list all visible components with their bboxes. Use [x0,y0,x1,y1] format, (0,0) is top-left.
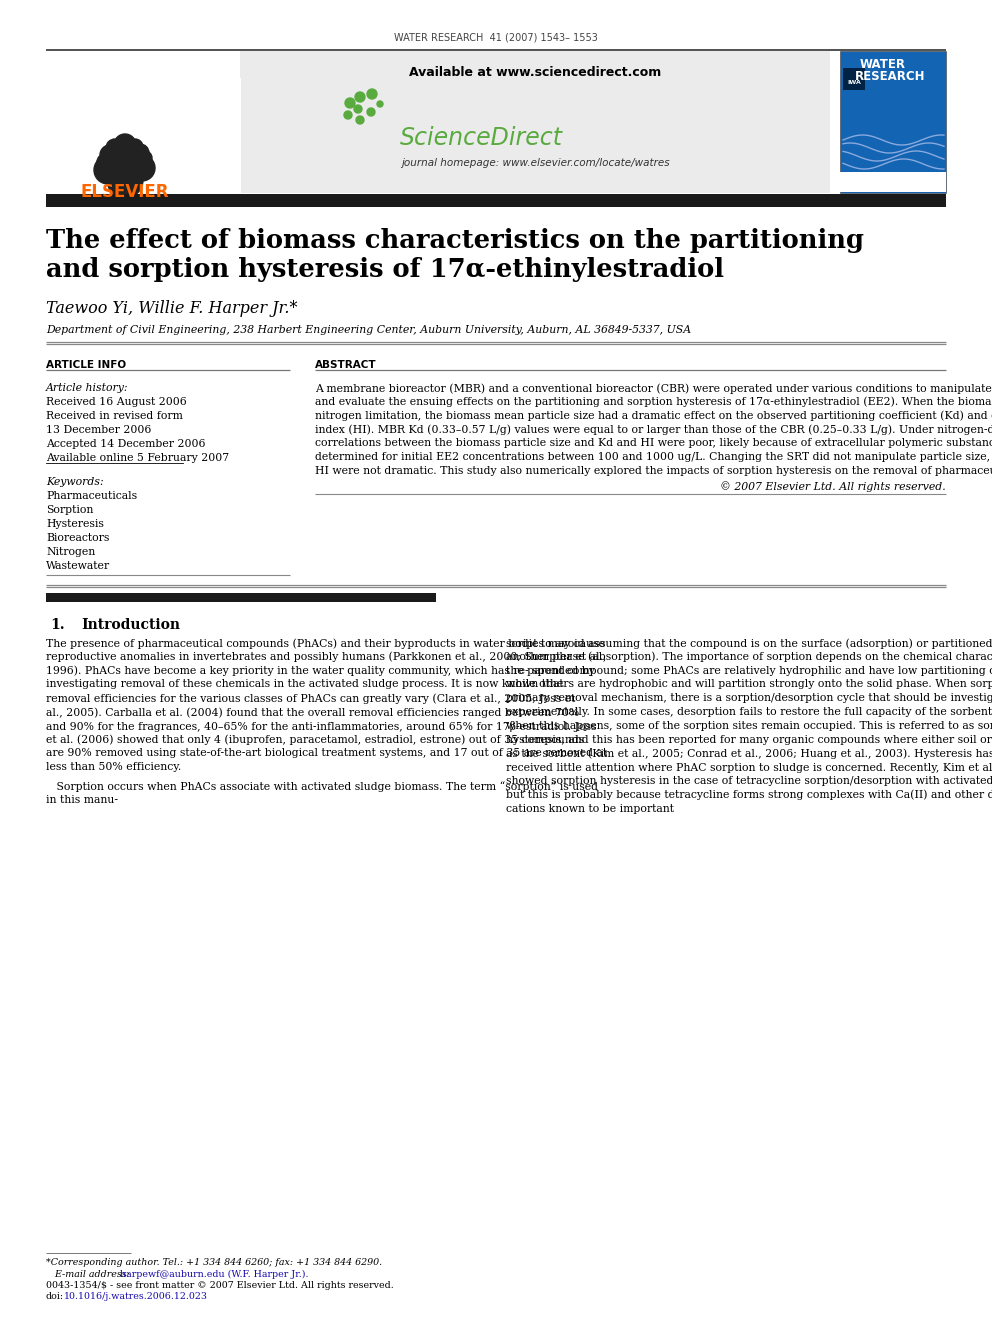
Text: Article history:: Article history: [46,382,129,393]
Text: Nitrogen: Nitrogen [46,546,95,557]
Text: A membrane bioreactor (MBR) and a conventional bioreactor (CBR) were operated un: A membrane bioreactor (MBR) and a conven… [315,382,992,393]
Text: Introduction: Introduction [81,618,180,632]
Text: HI were not dramatic. This study also numerically explored the impacts of sorpti: HI were not dramatic. This study also nu… [315,466,992,476]
Circle shape [107,161,143,198]
Text: Wastewater: Wastewater [46,561,110,572]
Text: al., 2005). Carballa et al. (2004) found that the overall removal efficiencies r: al., 2005). Carballa et al. (2004) found… [46,706,579,717]
Text: and 90% for the fragrances, 40–65% for the anti-inflammatories, around 65% for 1: and 90% for the fragrances, 40–65% for t… [46,721,596,732]
Text: less than 50% efficiency.: less than 50% efficiency. [46,762,182,773]
Text: et al. (2006) showed that only 4 (ibuprofen, paracetamol, estradiol, estrone) ou: et al. (2006) showed that only 4 (ibupro… [46,734,584,745]
Bar [46,593,436,602]
Text: hysteresis, and this has been reported for many organic compounds where either s: hysteresis, and this has been reported f… [506,734,992,745]
Text: WATER RESEARCH  41 (2007) 1543– 1553: WATER RESEARCH 41 (2007) 1543– 1553 [394,32,598,42]
Text: ARTICLE INFO: ARTICLE INFO [46,360,126,370]
Text: 0043-1354/$ - see front matter © 2007 Elsevier Ltd. All rights reserved.: 0043-1354/$ - see front matter © 2007 El… [46,1281,394,1290]
Text: RESEARCH: RESEARCH [855,70,926,83]
Circle shape [344,111,352,119]
Text: ELSEVIER: ELSEVIER [80,183,170,201]
Text: doi:: doi: [46,1293,64,1301]
Text: E-mail address:: E-mail address: [46,1270,133,1279]
Text: 1996). PhACs have become a key priority in the water quality community, which ha: 1996). PhACs have become a key priority … [46,665,595,676]
Circle shape [94,156,122,184]
Text: primary removal mechanism, there is a sorption/desorption cycle that should be i: primary removal mechanism, there is a so… [506,693,992,704]
Circle shape [345,98,355,108]
Text: ABSTRACT: ABSTRACT [315,360,377,370]
Text: when this happens, some of the sorption sites remain occupied. This is referred : when this happens, some of the sorption … [506,721,992,730]
Text: Taewoo Yi, Willie F. Harper Jr.*: Taewoo Yi, Willie F. Harper Jr.* [46,300,298,318]
Circle shape [114,134,136,156]
Circle shape [131,144,149,161]
Circle shape [354,105,362,112]
Text: Received 16 August 2006: Received 16 August 2006 [46,397,186,407]
Text: and evaluate the ensuing effects on the partitioning and sorption hysteresis of : and evaluate the ensuing effects on the … [315,397,992,407]
Text: script to avoid assuming that the compound is on the surface (adsorption) or par: script to avoid assuming that the compou… [506,638,992,648]
Text: reproductive anomalies in invertebrates and possibly humans (Parkkonen et al., 2: reproductive anomalies in invertebrates … [46,652,606,663]
Text: journal homepage: www.elsevier.com/locate/watres: journal homepage: www.elsevier.com/locat… [401,157,670,168]
Text: Keywords:: Keywords: [46,478,103,487]
Circle shape [97,153,113,169]
Text: correlations between the biomass particle size and Kd and HI were poor, likely b: correlations between the biomass particl… [315,438,992,448]
Text: ScienceDirect: ScienceDirect [400,126,563,149]
Text: Bioreactors: Bioreactors [46,533,109,542]
Text: while others are hydrophobic and will partition strongly onto the solid phase. W: while others are hydrophobic and will pa… [506,680,992,689]
Text: 10.1016/j.watres.2006.12.023: 10.1016/j.watres.2006.12.023 [64,1293,208,1301]
Circle shape [124,149,146,171]
Text: 13 December 2006: 13 December 2006 [46,425,152,435]
Text: harpewf@auburn.edu (W.F. Harper Jr.).: harpewf@auburn.edu (W.F. Harper Jr.). [120,1270,309,1279]
Polygon shape [120,165,130,183]
Text: experimentally. In some cases, desorption fails to restore the full capacity of : experimentally. In some cases, desorptio… [506,706,992,717]
Text: index (HI). MBR Kd (0.33–0.57 L/g) values were equal to or larger than those of : index (HI). MBR Kd (0.33–0.57 L/g) value… [315,425,992,435]
Text: Sorption occurs when PhACs associate with activated sludge biomass. The term “so: Sorption occurs when PhACs associate wit… [46,781,598,791]
Text: Available at www.sciencedirect.com: Available at www.sciencedirect.com [409,66,661,79]
Text: the parent compound; some PhACs are relatively hydrophilic and have low partitio: the parent compound; some PhACs are rela… [506,665,992,676]
Text: Available online 5 February 2007: Available online 5 February 2007 [46,452,229,463]
Circle shape [367,108,375,116]
Circle shape [127,139,143,155]
Circle shape [100,146,120,165]
Text: Received in revised form: Received in revised form [46,411,183,421]
Bar [840,172,946,192]
Circle shape [355,93,365,102]
Text: Department of Civil Engineering, 238 Harbert Engineering Center, Auburn Universi: Department of Civil Engineering, 238 Har… [46,325,691,335]
Circle shape [129,155,155,181]
Text: Sorption: Sorption [46,505,93,515]
Circle shape [356,116,364,124]
Bar [843,67,865,90]
Text: Accepted 14 December 2006: Accepted 14 December 2006 [46,439,205,448]
Text: showed sorption hysteresis in the case of tetracycline sorption/desorption with : showed sorption hysteresis in the case o… [506,777,992,786]
Circle shape [138,151,152,165]
Text: nitrogen limitation, the biomass mean particle size had a dramatic effect on the: nitrogen limitation, the biomass mean pa… [315,410,992,421]
Circle shape [106,139,124,157]
Text: received little attention where PhAC sorption to sludge is concerned. Recently, : received little attention where PhAC sor… [506,762,992,773]
Text: but this is probably because tetracycline forms strong complexes with Ca(II) and: but this is probably because tetracyclin… [506,790,992,800]
Bar [46,194,946,206]
Bar [46,52,241,193]
Text: are 90% removed using state-of-the-art biological treatment systems, and 17 out : are 90% removed using state-of-the-art b… [46,749,607,758]
Text: WATER: WATER [860,58,906,71]
Text: determined for initial EE2 concentrations between 100 and 1000 ug/L. Changing th: determined for initial EE2 concentration… [315,452,992,462]
Circle shape [112,142,138,168]
Bar [240,52,830,193]
Bar [46,78,241,193]
Text: and sorption hysteresis of 17α-ethinylestradiol: and sorption hysteresis of 17α-ethinyles… [46,257,724,282]
Text: another phase (absorption). The importance of sorption depends on the chemical c: another phase (absorption). The importan… [506,652,992,663]
Text: 1.: 1. [50,618,64,632]
Bar [840,52,946,193]
Text: The effect of biomass characteristics on the partitioning: The effect of biomass characteristics on… [46,228,864,253]
Text: © 2007 Elsevier Ltd. All rights reserved.: © 2007 Elsevier Ltd. All rights reserved… [720,482,946,492]
Text: The presence of pharmaceutical compounds (PhACs) and their byproducts in water b: The presence of pharmaceutical compounds… [46,638,605,648]
Text: Pharmaceuticals: Pharmaceuticals [46,491,137,501]
Text: *Corresponding author. Tel.: +1 334 844 6260; fax: +1 334 844 6290.: *Corresponding author. Tel.: +1 334 844 … [46,1258,382,1267]
Text: as the sorbent (Kim et al., 2005; Conrad et al., 2006; Huang et al., 2003). Hyst: as the sorbent (Kim et al., 2005; Conrad… [506,749,992,759]
Circle shape [377,101,383,107]
Text: IWA: IWA [847,79,861,85]
Text: in this manu-: in this manu- [46,795,118,804]
Text: investigating removal of these chemicals in the activated sludge process. It is : investigating removal of these chemicals… [46,680,563,689]
Text: cations known to be important: cations known to be important [506,803,674,814]
Text: Hysteresis: Hysteresis [46,519,104,529]
Circle shape [106,149,130,175]
Text: removal efficiencies for the various classes of PhACs can greatly vary (Clara et: removal efficiencies for the various cla… [46,693,575,704]
Circle shape [367,89,377,99]
